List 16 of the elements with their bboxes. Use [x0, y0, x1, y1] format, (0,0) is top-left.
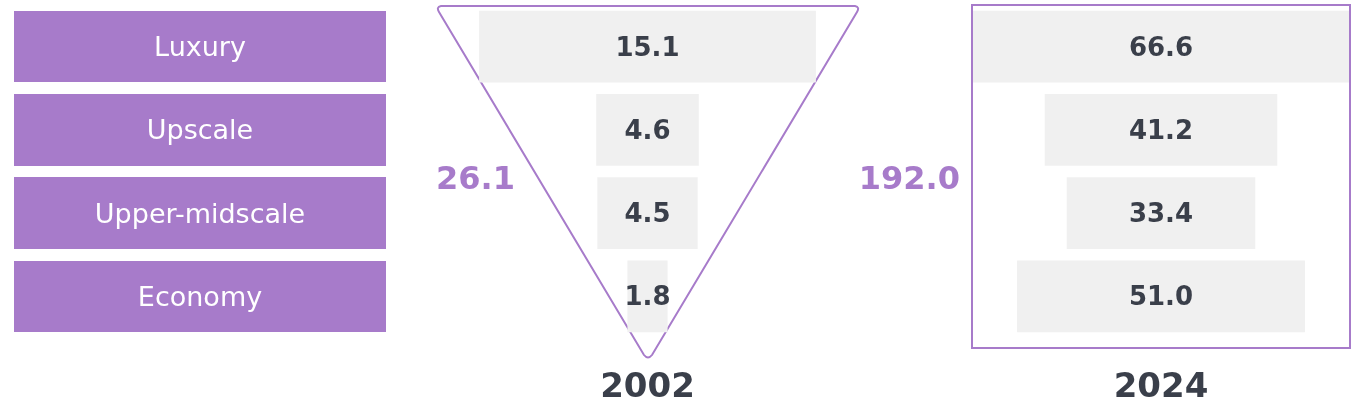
data-label: 15.1	[615, 31, 680, 62]
text: 2024	[1113, 365, 1209, 405]
category-label: Economy	[14, 260, 386, 333]
data-label: 4.6	[624, 114, 671, 145]
data-label: 4.5	[624, 198, 671, 229]
text: 26.1	[436, 159, 515, 197]
data-label: 51.0	[1128, 281, 1194, 312]
data-label: 66.6	[1128, 31, 1194, 62]
category-label: Upper-midscale	[14, 177, 386, 249]
data-label: 33.4	[1128, 198, 1194, 229]
data-label: 1.8	[624, 281, 671, 312]
category-label: Upscale	[14, 94, 386, 166]
text: 192.0	[858, 159, 960, 197]
category-label: Luxury	[14, 10, 386, 83]
text: 2002	[600, 365, 695, 405]
data-label: 41.2	[1128, 114, 1194, 145]
